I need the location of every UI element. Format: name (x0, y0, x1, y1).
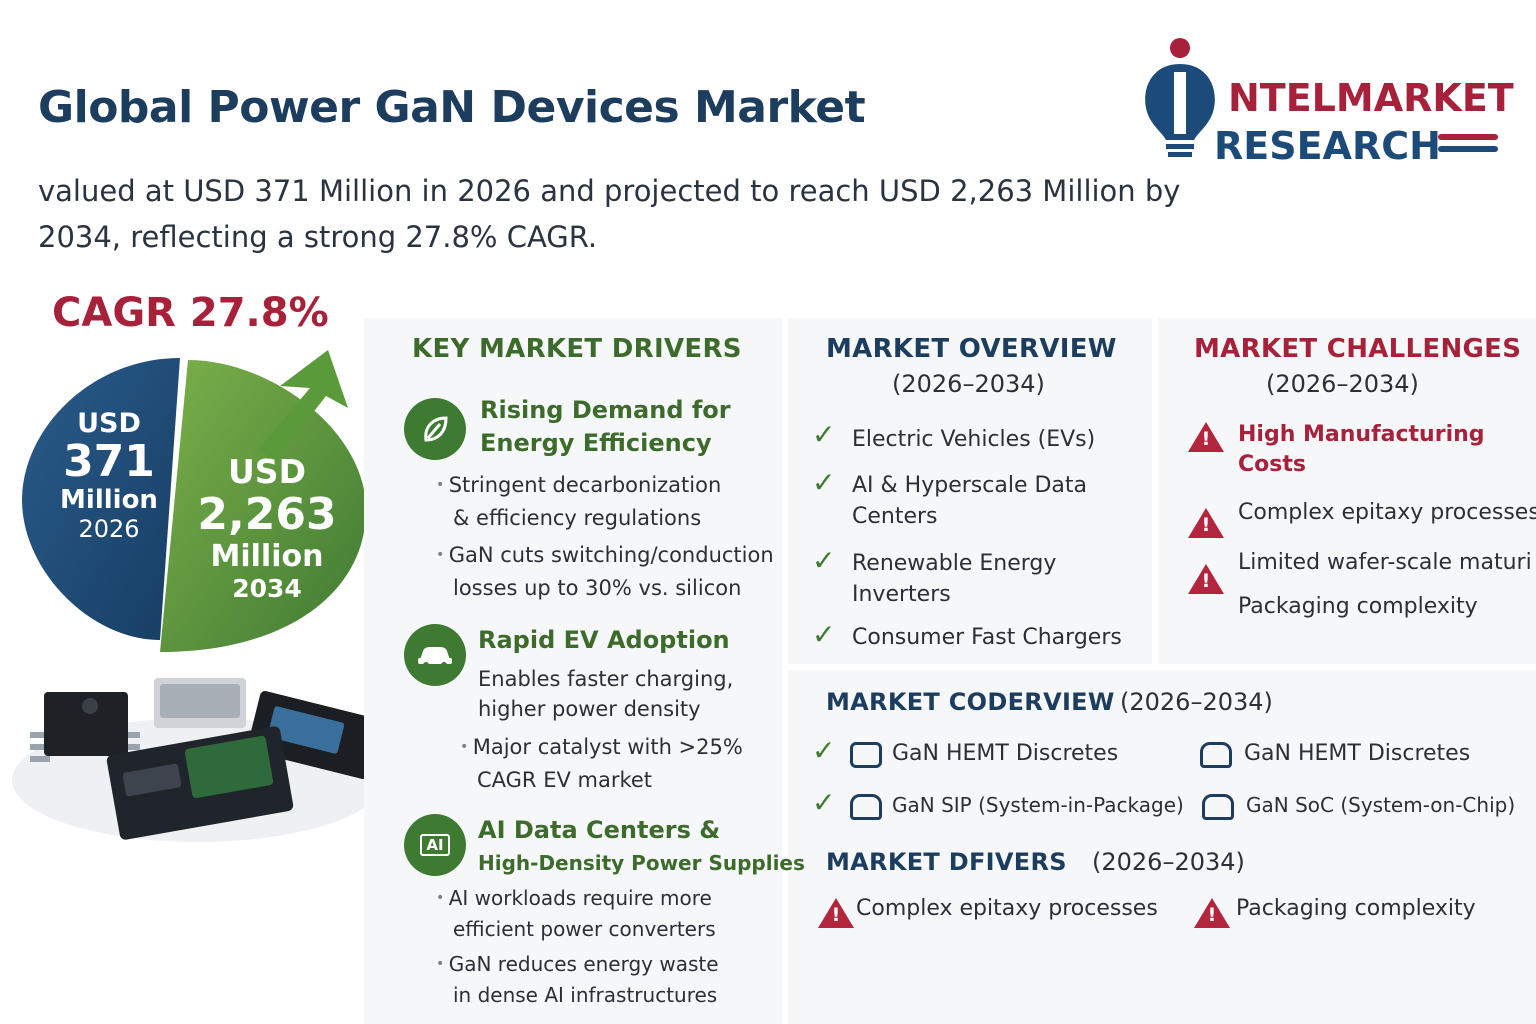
driver-3-title: AI Data Centers & High-Density Power Sup… (478, 814, 805, 880)
driver-2-text-line-2: higher power density (478, 697, 701, 721)
warning-icon: ! (1188, 564, 1224, 594)
driver-3-title-line-2: High-Density Power Supplies (478, 851, 805, 875)
driver-3-point-1: AI workloads require more efficient powe… (436, 884, 716, 943)
start-prefix: USD (77, 408, 141, 439)
driver-2-point-1: Major catalyst with >25% CAGR EV market (460, 732, 743, 795)
coverview-item-3: GaN SIP (System-in-Package) (892, 793, 1184, 817)
gan-chips-illustration (12, 678, 384, 842)
driver-1-point-2: GaN cuts switching/conduction losses up … (436, 540, 774, 603)
challenges-panel (1158, 318, 1536, 664)
driver-3-point-2-line-1: GaN reduces energy waste (436, 950, 719, 981)
warning-icon: ! (1188, 508, 1224, 538)
driver-1-point-2-line-1: GaN cuts switching/conduction (436, 540, 774, 573)
logo-text-line-1: NTELMARKET (1228, 76, 1514, 120)
challenge-item-2: Limited wafer-scale maturi (1238, 550, 1532, 575)
chip-icon (1202, 794, 1234, 820)
overview-item-2-line-2: Centers (852, 504, 938, 529)
drivers2-years: (2026–2034) (1092, 848, 1245, 876)
vehicle-icon (1200, 742, 1232, 768)
leaf-icon (404, 398, 466, 460)
coverview-heading: MARKET CODERVIEW (826, 688, 1115, 716)
overview-heading: MARKET OVERVIEW (826, 334, 1117, 364)
check-icon: ✓ (812, 544, 836, 577)
check-icon: ✓ (812, 466, 836, 499)
challenge-item-3: Packaging complexity (1238, 594, 1478, 619)
end-value: 2,263 (197, 489, 337, 540)
overview-item-3-line-1: Renewable Energy (852, 551, 1057, 576)
driver-3-point-2-line-2: in dense AI infrastructures (453, 983, 718, 1007)
driver-3-point-1-line-1: AI workloads require more (436, 884, 716, 915)
overview-years: (2026–2034) (892, 370, 1045, 398)
overview-panel (788, 318, 1152, 664)
end-unit: Million (210, 539, 324, 574)
overview-item-1: Electric Vehicles (EVs) (852, 427, 1096, 452)
coverview-item-2: GaN HEMT Discretes (1244, 741, 1471, 766)
drivers-heading: KEY MARKET DRIVERS (412, 334, 742, 364)
driver-2-point-1-line-1: Major catalyst with >25% (460, 732, 743, 765)
driver-1-title-line-2: Energy Efficiency (480, 429, 712, 457)
end-value-group: USD 2,263 Million 2034 (192, 452, 342, 603)
subtitle-line-2: 2034, reflecting a strong 27.8% CAGR. (38, 220, 598, 254)
logo-bulb-icon (1145, 38, 1498, 157)
ai-chip-icon: AI (404, 814, 466, 876)
ai-chip-icon-label: AI (420, 834, 450, 856)
car-icon (404, 624, 466, 686)
driver-3-point-1-line-2: efficient power converters (453, 917, 716, 941)
driver-2-title: Rapid EV Adoption (478, 626, 730, 654)
logo-text-line-2: RESEARCH (1214, 124, 1441, 168)
driver-1-point-2-line-2: losses up to 30% vs. silicon (453, 576, 742, 600)
driver-1-title: Rising Demand for Energy Efficiency (480, 394, 731, 460)
driver-1-point-1-line-1: Stringent decarbonization (436, 470, 722, 503)
start-year: 2026 (78, 515, 140, 543)
check-icon: ✓ (812, 786, 836, 819)
driver-3-title-line-1: AI Data Centers & (478, 816, 721, 844)
driver-1-point-1-line-2: & efficiency regulations (453, 506, 702, 530)
warning-icon: ! (1194, 898, 1230, 928)
overview-item-2: AI & Hyperscale Data Centers (852, 470, 1087, 532)
start-value: 371 (63, 436, 155, 487)
challenge-item-1: Complex epitaxy processes (1238, 500, 1536, 525)
overview-item-2-line-1: AI & Hyperscale Data (852, 473, 1087, 498)
drivers2-heading: MARKET DFIVERS (826, 848, 1067, 876)
driver-2-text-line-1: Enables faster charging, (478, 667, 734, 691)
challenge-highlight: High Manufacturing Costs (1238, 420, 1485, 480)
warning-icon: ! (1188, 422, 1224, 452)
overview-item-3-line-2: Inverters (852, 582, 951, 607)
coverview-years: (2026–2034) (1120, 688, 1273, 716)
driver-1-point-1: Stringent decarbonization & efficiency r… (436, 470, 722, 533)
warning-icon: ! (818, 898, 854, 928)
cagr-label: CAGR 27.8% (52, 290, 329, 336)
driver-3-point-2: GaN reduces energy waste in dense AI inf… (436, 950, 719, 1009)
coverview-item-1: GaN HEMT Discretes (892, 741, 1119, 766)
challenges-heading: MARKET CHALLENGES (1194, 334, 1522, 364)
drivers2-item-2: Packaging complexity (1236, 896, 1476, 921)
challenge-highlight-line-2: Costs (1238, 452, 1306, 477)
overview-item-3: Renewable Energy Inverters (852, 548, 1056, 610)
growth-pie-graphic (22, 350, 366, 652)
driver-1-title-line-1: Rising Demand for (480, 396, 731, 424)
device-icon (850, 742, 882, 768)
end-year: 2034 (232, 574, 302, 603)
drivers2-item-1: Complex epitaxy processes (856, 896, 1158, 921)
package-icon (850, 794, 882, 820)
subtitle-line-1: valued at USD 371 Million in 2026 and pr… (38, 174, 1181, 208)
page-subtitle: valued at USD 371 Million in 2026 and pr… (38, 168, 1238, 260)
challenges-years: (2026–2034) (1266, 370, 1419, 398)
challenge-highlight-line-1: High Manufacturing (1238, 422, 1485, 447)
coverview-item-4: GaN SoC (System-on-Chip) (1246, 793, 1516, 817)
page-title: Global Power GaN Devices Market (38, 82, 866, 133)
coverview-panel (788, 670, 1536, 1024)
driver-2-text: Enables faster charging, higher power de… (478, 664, 733, 724)
overview-item-4: Consumer Fast Chargers (852, 625, 1122, 650)
check-icon: ✓ (812, 418, 836, 451)
driver-2-point-1-line-2: CAGR EV market (477, 768, 653, 792)
start-unit: Million (60, 485, 158, 515)
start-value-group: USD 371 Million 2026 (52, 408, 166, 543)
end-prefix: USD (228, 452, 306, 491)
check-icon: ✓ (812, 734, 836, 767)
check-icon: ✓ (812, 618, 836, 651)
